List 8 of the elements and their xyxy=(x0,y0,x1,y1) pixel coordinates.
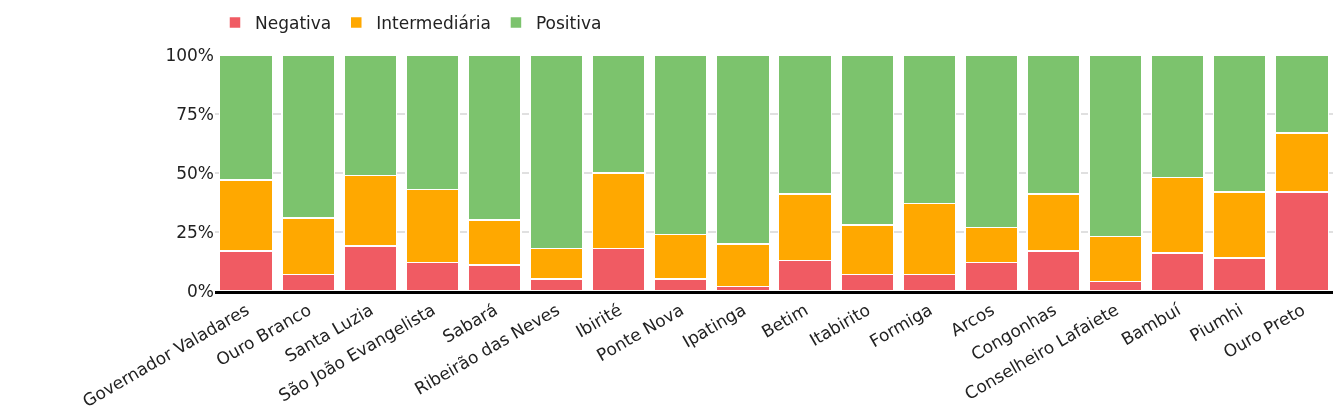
legend-label: Positiva xyxy=(535,13,602,34)
legend-label: Negativa xyxy=(255,13,332,34)
legend-label: Intermediária xyxy=(376,13,491,34)
y-tick-label: 0% xyxy=(187,280,214,301)
y-tick-label: 25% xyxy=(176,221,214,242)
y-tick-label: 75% xyxy=(176,103,214,124)
y-tick-label: 50% xyxy=(176,162,214,183)
y-tick-label: 100% xyxy=(165,44,214,65)
